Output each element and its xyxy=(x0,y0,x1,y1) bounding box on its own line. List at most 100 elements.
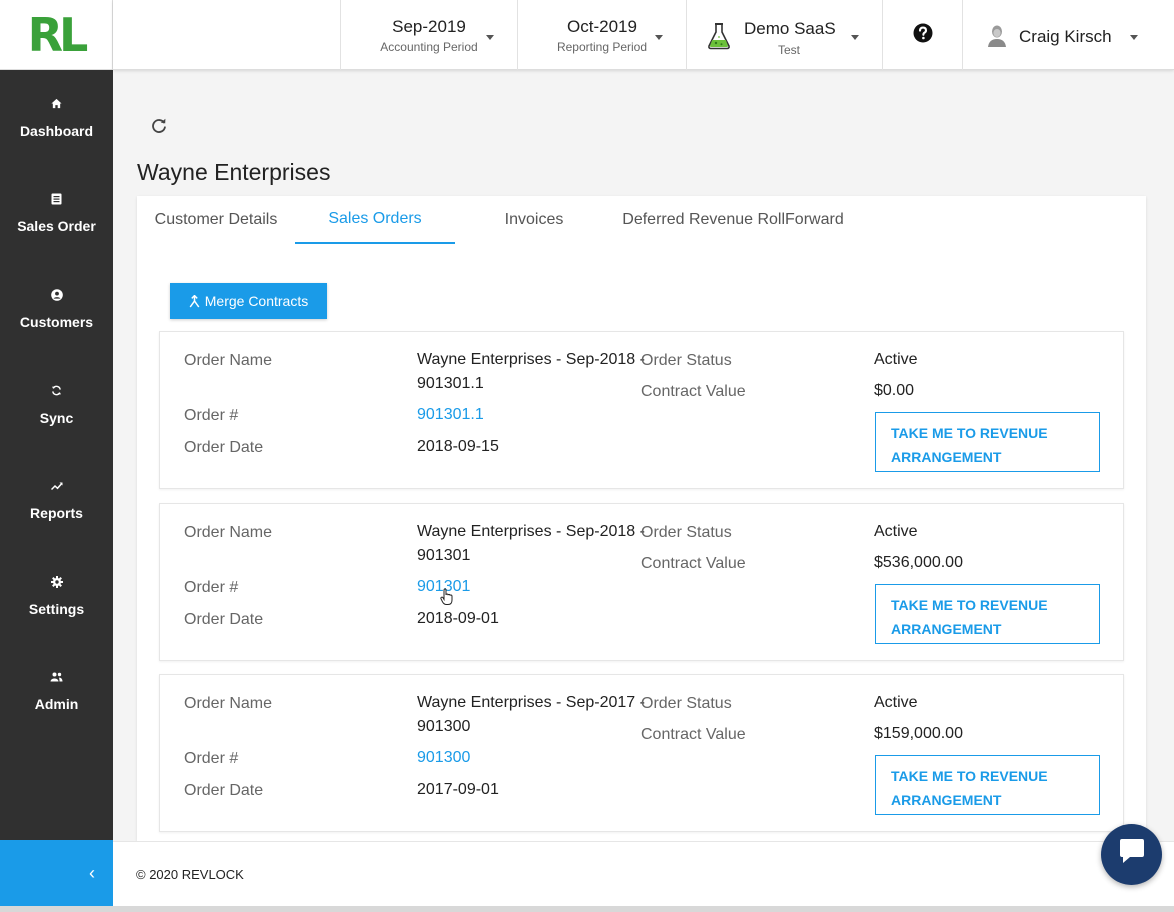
revenue-arrangement-button[interactable]: TAKE ME TO REVENUE ARRANGEMENT xyxy=(875,755,1100,815)
home-icon xyxy=(50,97,64,111)
order-date-value: 2018-09-01 xyxy=(417,610,499,627)
sidebar-item-sales-order[interactable]: Sales Order xyxy=(0,166,113,262)
order-number-label: Order # xyxy=(184,750,239,767)
sidebar-item-label: Sales Order xyxy=(17,218,96,235)
customer-panel: Customer Details Sales Orders Invoices D… xyxy=(137,196,1146,841)
sidebar-item-label: Settings xyxy=(28,600,85,617)
chat-launcher-button[interactable] xyxy=(1101,824,1162,885)
user-icon xyxy=(50,288,64,302)
merge-contracts-button[interactable]: Merge Contracts xyxy=(170,283,327,319)
page-title: Wayne Enterprises xyxy=(137,159,331,185)
tab-sales-orders[interactable]: Sales Orders xyxy=(295,196,455,244)
contract-value-label: Contract Value xyxy=(641,555,746,572)
revenue-button-line: ARRANGEMENT xyxy=(891,449,1002,465)
sidebar-nav: Dashboard Sales Order Customers Sync Rep… xyxy=(0,70,113,739)
accounting-period-value: Sep-2019 xyxy=(392,16,466,36)
order-name-line: 901300 xyxy=(417,718,471,735)
contract-value: $536,000.00 xyxy=(874,554,963,571)
order-status-value: Active xyxy=(874,351,918,368)
tenant-name: Demo SaaS xyxy=(744,19,836,38)
order-number-label: Order # xyxy=(184,579,239,596)
sidebar-item-label: Reports xyxy=(30,505,83,522)
sidebar-collapse-button[interactable]: ‹ xyxy=(0,840,113,906)
flask-icon xyxy=(707,22,731,50)
tab-bar: Customer Details Sales Orders Invoices D… xyxy=(137,196,1146,244)
order-status-label: Order Status xyxy=(641,524,732,541)
order-number-link[interactable]: 901301 xyxy=(417,578,471,595)
order-name-line: 901301 xyxy=(417,547,471,564)
order-name-value: Wayne Enterprises - Sep-2018 - 901301.1 xyxy=(417,348,645,396)
order-date-value: 2018-09-15 xyxy=(417,438,499,455)
order-card: Order Name Wayne Enterprises - Sep-2018 … xyxy=(159,503,1124,661)
order-name-value: Wayne Enterprises - Sep-2018 - 901301 xyxy=(417,520,645,568)
sidebar-item-dashboard[interactable]: Dashboard xyxy=(0,70,113,166)
list-icon xyxy=(50,192,64,206)
reporting-period-label: Reporting Period xyxy=(556,39,648,54)
tab-invoices[interactable]: Invoices xyxy=(504,211,564,228)
contract-value-label: Contract Value xyxy=(641,726,746,743)
order-date-value: 2017-09-01 xyxy=(417,781,499,798)
chevron-down-icon xyxy=(486,35,494,40)
help-button[interactable] xyxy=(882,0,962,70)
footer: © 2020 REVLOCK xyxy=(113,841,1174,906)
order-date-label: Order Date xyxy=(184,611,264,628)
logo[interactable]: RL xyxy=(0,0,113,70)
order-date-label: Order Date xyxy=(184,439,264,456)
order-name-label: Order Name xyxy=(184,352,273,369)
order-number-link[interactable]: 901300 xyxy=(417,749,471,766)
order-card: Order Name Wayne Enterprises - Sep-2018 … xyxy=(159,331,1124,489)
chevron-down-icon xyxy=(851,35,859,40)
accounting-period-label: Accounting Period xyxy=(380,39,478,54)
contract-value: $0.00 xyxy=(874,382,915,399)
refresh-icon[interactable] xyxy=(150,117,168,135)
merge-contracts-label: Merge Contracts xyxy=(204,293,309,309)
order-name-label: Order Name xyxy=(184,524,273,541)
sidebar-item-reports[interactable]: Reports xyxy=(0,452,113,548)
reporting-period-select[interactable]: Oct-2019 Reporting Period xyxy=(517,0,686,70)
sidebar-item-admin[interactable]: Admin xyxy=(0,644,113,740)
hand-cursor-icon xyxy=(440,588,454,606)
sidebar-item-label: Sync xyxy=(39,409,74,426)
sidebar-item-label: Admin xyxy=(34,696,79,713)
logo-text: RL xyxy=(27,7,89,62)
copyright-text: © 2020 REVLOCK xyxy=(136,867,244,882)
avatar-icon xyxy=(986,24,1008,48)
order-name-line: Wayne Enterprises - Sep-2018 - xyxy=(417,351,645,368)
sync-icon xyxy=(50,384,64,398)
revenue-arrangement-button[interactable]: TAKE ME TO REVENUE ARRANGEMENT xyxy=(875,412,1100,472)
order-status-value: Active xyxy=(874,523,918,540)
users-icon xyxy=(50,670,64,684)
top-header: Sep-2019 Accounting Period Oct-2019 Repo… xyxy=(113,0,1174,70)
accounting-period-select[interactable]: Sep-2019 Accounting Period xyxy=(340,0,517,70)
tenant-select[interactable]: Demo SaaS Test xyxy=(686,0,882,70)
reporting-period-value: Oct-2019 xyxy=(567,16,637,36)
revenue-button-line: TAKE ME TO REVENUE xyxy=(891,425,1048,441)
tab-deferred-revenue-rollforward[interactable]: Deferred Revenue RollForward xyxy=(622,211,844,228)
order-status-value: Active xyxy=(874,694,918,711)
contract-value: $159,000.00 xyxy=(874,725,963,742)
tab-customer-details[interactable]: Customer Details xyxy=(154,211,278,228)
sidebar-item-customers[interactable]: Customers xyxy=(0,261,113,357)
sidebar-item-label: Dashboard xyxy=(19,122,94,139)
user-menu[interactable]: Craig Kirsch xyxy=(962,0,1174,70)
order-number-link[interactable]: 901301.1 xyxy=(417,406,484,423)
revenue-button-line: ARRANGEMENT xyxy=(891,792,1002,808)
revenue-button-line: TAKE ME TO REVENUE xyxy=(891,768,1048,784)
window-bottom-edge xyxy=(0,906,1174,912)
sidebar-item-settings[interactable]: Settings xyxy=(0,548,113,644)
order-name-line: 901301.1 xyxy=(417,375,484,392)
order-number-label: Order # xyxy=(184,407,239,424)
order-name-label: Order Name xyxy=(184,695,273,712)
order-name-line: Wayne Enterprises - Sep-2017 - xyxy=(417,694,645,711)
revenue-button-line: TAKE ME TO REVENUE xyxy=(891,597,1048,613)
chat-icon xyxy=(1117,838,1147,871)
sidebar-item-sync[interactable]: Sync xyxy=(0,357,113,453)
sidebar: RL Dashboard Sales Order Customers Sync xyxy=(0,0,113,912)
trending-icon xyxy=(50,479,64,493)
sidebar-item-label: Customers xyxy=(19,313,94,330)
order-card: Order Name Wayne Enterprises - Sep-2017 … xyxy=(159,674,1124,832)
gear-icon xyxy=(50,575,64,589)
user-name: Craig Kirsch xyxy=(1019,27,1112,46)
contract-value-label: Contract Value xyxy=(641,383,746,400)
revenue-arrangement-button[interactable]: TAKE ME TO REVENUE ARRANGEMENT xyxy=(875,584,1100,644)
